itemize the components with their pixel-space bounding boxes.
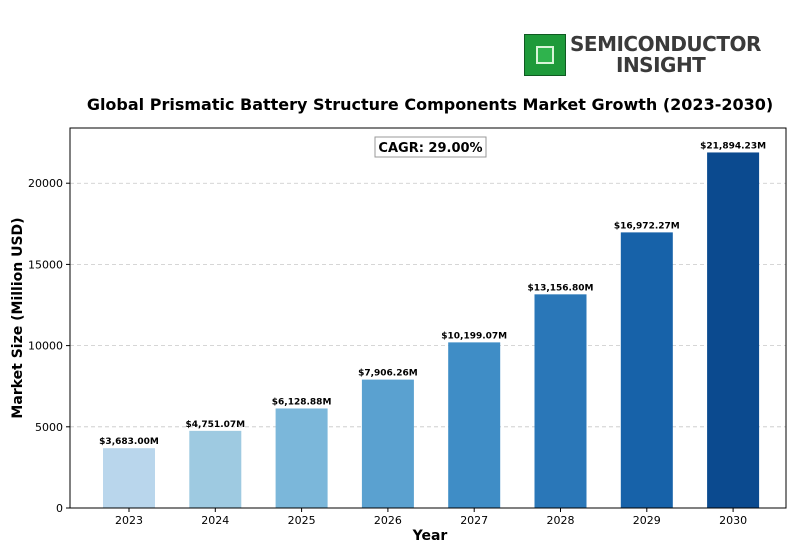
plot-frame: [69, 127, 787, 509]
chart-title: Global Prismatic Battery Structure Compo…: [87, 95, 773, 114]
bar-2024: [189, 430, 242, 508]
y-axis-label: Market Size (Million USD): [10, 217, 26, 418]
bar-value-label: $21,894.23M: [700, 141, 766, 151]
cagr-annotation: CAGR: 29.00%: [374, 136, 487, 158]
bar-2029: [620, 232, 673, 508]
x-tick-label: 2027: [460, 514, 488, 527]
bar-value-label: $10,199.07M: [441, 331, 507, 341]
bar-value-label: $7,906.26M: [358, 369, 418, 379]
bar-value-label: $6,128.88M: [272, 397, 332, 407]
y-axis-ticks: 0 5000 10000 15000 20000: [28, 177, 70, 515]
x-tick-label: 2026: [374, 514, 402, 527]
logo-line1: SEMICONDUCTOR: [570, 32, 761, 56]
value-labels: $3,683.00M $4,751.07M $6,128.88M $7,906.26M…: [99, 141, 766, 447]
x-tick-label: 2030: [719, 514, 747, 527]
gridlines: [70, 182, 786, 428]
logo-text: SEMICONDUCTOR INSIGHT: [570, 34, 761, 76]
x-axis-label: Year: [412, 528, 448, 544]
y-tick-label: 5000: [35, 421, 63, 434]
bar-value-label: $4,751.07M: [185, 420, 245, 430]
chip-icon: [524, 34, 566, 76]
bar-2030: [707, 152, 760, 508]
bar-value-label: $16,972.27M: [614, 221, 680, 231]
bar-value-label: $3,683.00M: [99, 437, 159, 447]
bar-value-label: $13,156.80M: [528, 283, 594, 293]
x-tick-label: 2025: [288, 514, 316, 527]
y-tick-label: 15000: [28, 258, 63, 271]
y-tick-label: 20000: [28, 177, 63, 190]
logo-line2: INSIGHT: [616, 53, 706, 77]
bar-2028: [534, 294, 587, 508]
x-tick-label: 2029: [633, 514, 661, 527]
bar-2026: [361, 379, 414, 508]
bar-2027: [448, 342, 501, 508]
cagr-label: CAGR: 29.00%: [378, 141, 482, 156]
chip-core: [536, 46, 554, 64]
y-tick-label: 0: [56, 502, 63, 515]
y-tick-label: 10000: [28, 340, 63, 353]
bar-2025: [275, 408, 328, 508]
x-axis-ticks: 2023 2024 2025 2026 2027 2028 2029 2030: [115, 508, 747, 527]
x-tick-label: 2024: [201, 514, 229, 527]
x-tick-label: 2028: [547, 514, 575, 527]
brand-logo: SEMICONDUCTOR INSIGHT: [524, 34, 764, 78]
x-tick-label: 2023: [115, 514, 143, 527]
bar-2023: [103, 448, 155, 508]
cagr-box: [374, 136, 487, 158]
bars: [103, 152, 760, 508]
